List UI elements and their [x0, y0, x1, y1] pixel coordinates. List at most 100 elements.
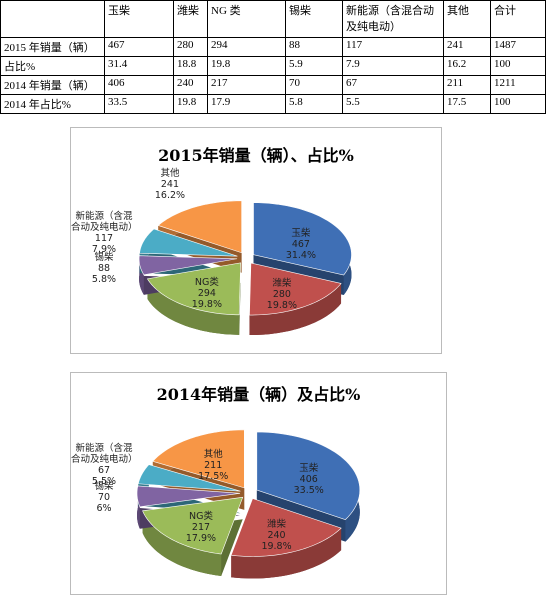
slice-side [139, 255, 144, 295]
label-category: 其他 [203, 448, 223, 460]
table-cell: 100 [490, 94, 546, 114]
label-category: 玉柴 [291, 227, 311, 239]
slice [152, 429, 245, 489]
slice [230, 498, 342, 557]
header-cell: 其他 [443, 0, 491, 38]
label-value: 117 [94, 232, 114, 244]
table-cell: 17.9 [207, 94, 286, 114]
label-percent: 5.8% [91, 274, 117, 286]
table-cell: 241 [443, 37, 491, 57]
label-category: NG类 [194, 276, 219, 288]
table-cell: 5.9 [285, 56, 343, 76]
header-cell: 新能源（含混合动及纯电动） [342, 0, 444, 38]
pie-chart [138, 200, 352, 336]
table-cell: 294 [207, 37, 286, 57]
slice [142, 496, 244, 555]
label-category: 潍柴 [272, 277, 292, 289]
label-category: 新能源（含混合动及纯电动） [71, 443, 138, 466]
data-label: 玉柴 406 33.5% [276, 463, 342, 496]
data-label: 其他 211 17.5% [180, 449, 246, 482]
slice-side [142, 510, 222, 577]
slice [249, 262, 342, 316]
table-cell: 2014 年占比% [0, 94, 105, 114]
table-cell: 16.2 [443, 56, 491, 76]
header-cell: 锡柴 [285, 0, 343, 38]
header-cell: NG 类 [207, 0, 286, 38]
data-label: 其他 241 16.2% [137, 168, 203, 201]
label-percent: 33.5% [293, 484, 324, 496]
header-cell: 潍柴 [173, 0, 208, 38]
table-cell: 7.9 [342, 56, 444, 76]
table-cell: 1211 [490, 75, 546, 95]
slice [136, 485, 241, 508]
table-cell: 467 [104, 37, 174, 57]
label-category: 潍柴 [267, 518, 287, 530]
label-percent: 19.8% [266, 299, 297, 311]
table-cell: 占比% [0, 56, 105, 76]
data-label: NG类 294 19.8% [174, 277, 240, 310]
table-cell: 406 [104, 75, 174, 95]
label-value: 70 [97, 492, 111, 504]
table-cell: 5.8 [285, 94, 343, 114]
table-cell: 217 [207, 75, 286, 95]
slice [138, 255, 238, 276]
table-cell: 33.5 [104, 94, 174, 114]
data-label: 潍柴 240 19.8% [244, 519, 310, 552]
table-cell: 1487 [490, 37, 546, 57]
data-label: 新能源（含混合动及纯电动） 117 7.9% [71, 210, 138, 255]
chart-title: 2015年销量（辆）、占比% [158, 146, 354, 165]
label-category: NG类 [189, 510, 213, 522]
chart: 2015年销量（辆）、占比% 玉柴 467 31.4% 潍柴 280 19.8% NG类 294… [70, 127, 442, 354]
label-category: 锡柴 [94, 481, 114, 493]
label-value: 406 [299, 473, 318, 485]
header-row: 玉柴 潍柴 NG 类锡柴 新能源（含混合动及纯电动） 其他 合计 [0, 0, 546, 38]
table-cell: 240 [173, 75, 208, 95]
label-category: 玉柴 [299, 462, 319, 474]
label-percent: 5.5% [91, 476, 117, 488]
data-label: 新能源（含混合动及纯电动） 67 5.5% [71, 443, 138, 488]
slice [139, 228, 238, 257]
header-cell: 合计 [490, 0, 546, 38]
table-cell: 17.5 [443, 94, 491, 114]
table-row: 2014 年销量（辆） 406 240 217 70 67 211 1211 [0, 75, 546, 95]
table-cell: 2015 年销量（辆） [0, 37, 105, 57]
label-percent: 7.9% [91, 243, 117, 255]
data-label: 玉柴 467 31.4% [268, 228, 334, 261]
label-percent: 17.5% [198, 470, 229, 482]
table-cell: 88 [285, 37, 343, 57]
chart-title: 2014年销量（辆）及占比% [156, 385, 361, 404]
pie-chart [136, 429, 361, 579]
header-cell [0, 0, 105, 38]
data-label: 锡柴 88 5.8% [71, 252, 137, 285]
label-value: 280 [272, 288, 291, 300]
table-row: 2014 年占比% 33.5 19.8 17.9 5.8 5.5 17.5 100 [0, 94, 546, 114]
label-value: 294 [197, 287, 216, 299]
label-value: 67 [97, 465, 111, 477]
label-value: 88 [97, 263, 111, 275]
slice [157, 200, 242, 254]
table-row: 占比% 31.4 18.8 19.8 5.9 7.9 16.2 100 [0, 56, 546, 76]
table-cell: 70 [285, 75, 343, 95]
label-category: 新能源（含混合动及纯电动） [71, 210, 138, 233]
slice [253, 202, 352, 276]
data-label: NG类 217 17.9% [168, 511, 234, 544]
slice-side [249, 283, 342, 336]
slice [137, 464, 241, 492]
table-cell: 211 [443, 75, 491, 95]
table-cell: 31.4 [104, 56, 174, 76]
label-percent: 31.4% [285, 249, 317, 261]
chart: 2014年销量（辆）及占比% 玉柴 406 33.5% 潍柴 240 19.8% NG类 217… [70, 372, 447, 595]
table-cell: 100 [490, 56, 546, 76]
data-label: 潍柴 280 19.8% [249, 278, 315, 311]
data-label: 锡柴 70 6% [71, 481, 137, 514]
label-category: 其他 [160, 168, 180, 180]
label-value: 217 [191, 521, 211, 533]
slice [146, 262, 241, 316]
table-cell: 19.8 [173, 94, 208, 114]
table-cell: 2014 年销量（辆） [0, 75, 105, 95]
slice [256, 431, 361, 520]
data-table: 玉柴 潍柴 NG 类锡柴 新能源（含混合动及纯电动） 其他 合计 2015 年销量（辆） 4… [0, 0, 546, 114]
label-value: 211 [204, 459, 223, 471]
table-body: 2015 年销量（辆） 467 280 294 88 117 241 1487 占比% 31.4 1… [0, 37, 546, 114]
